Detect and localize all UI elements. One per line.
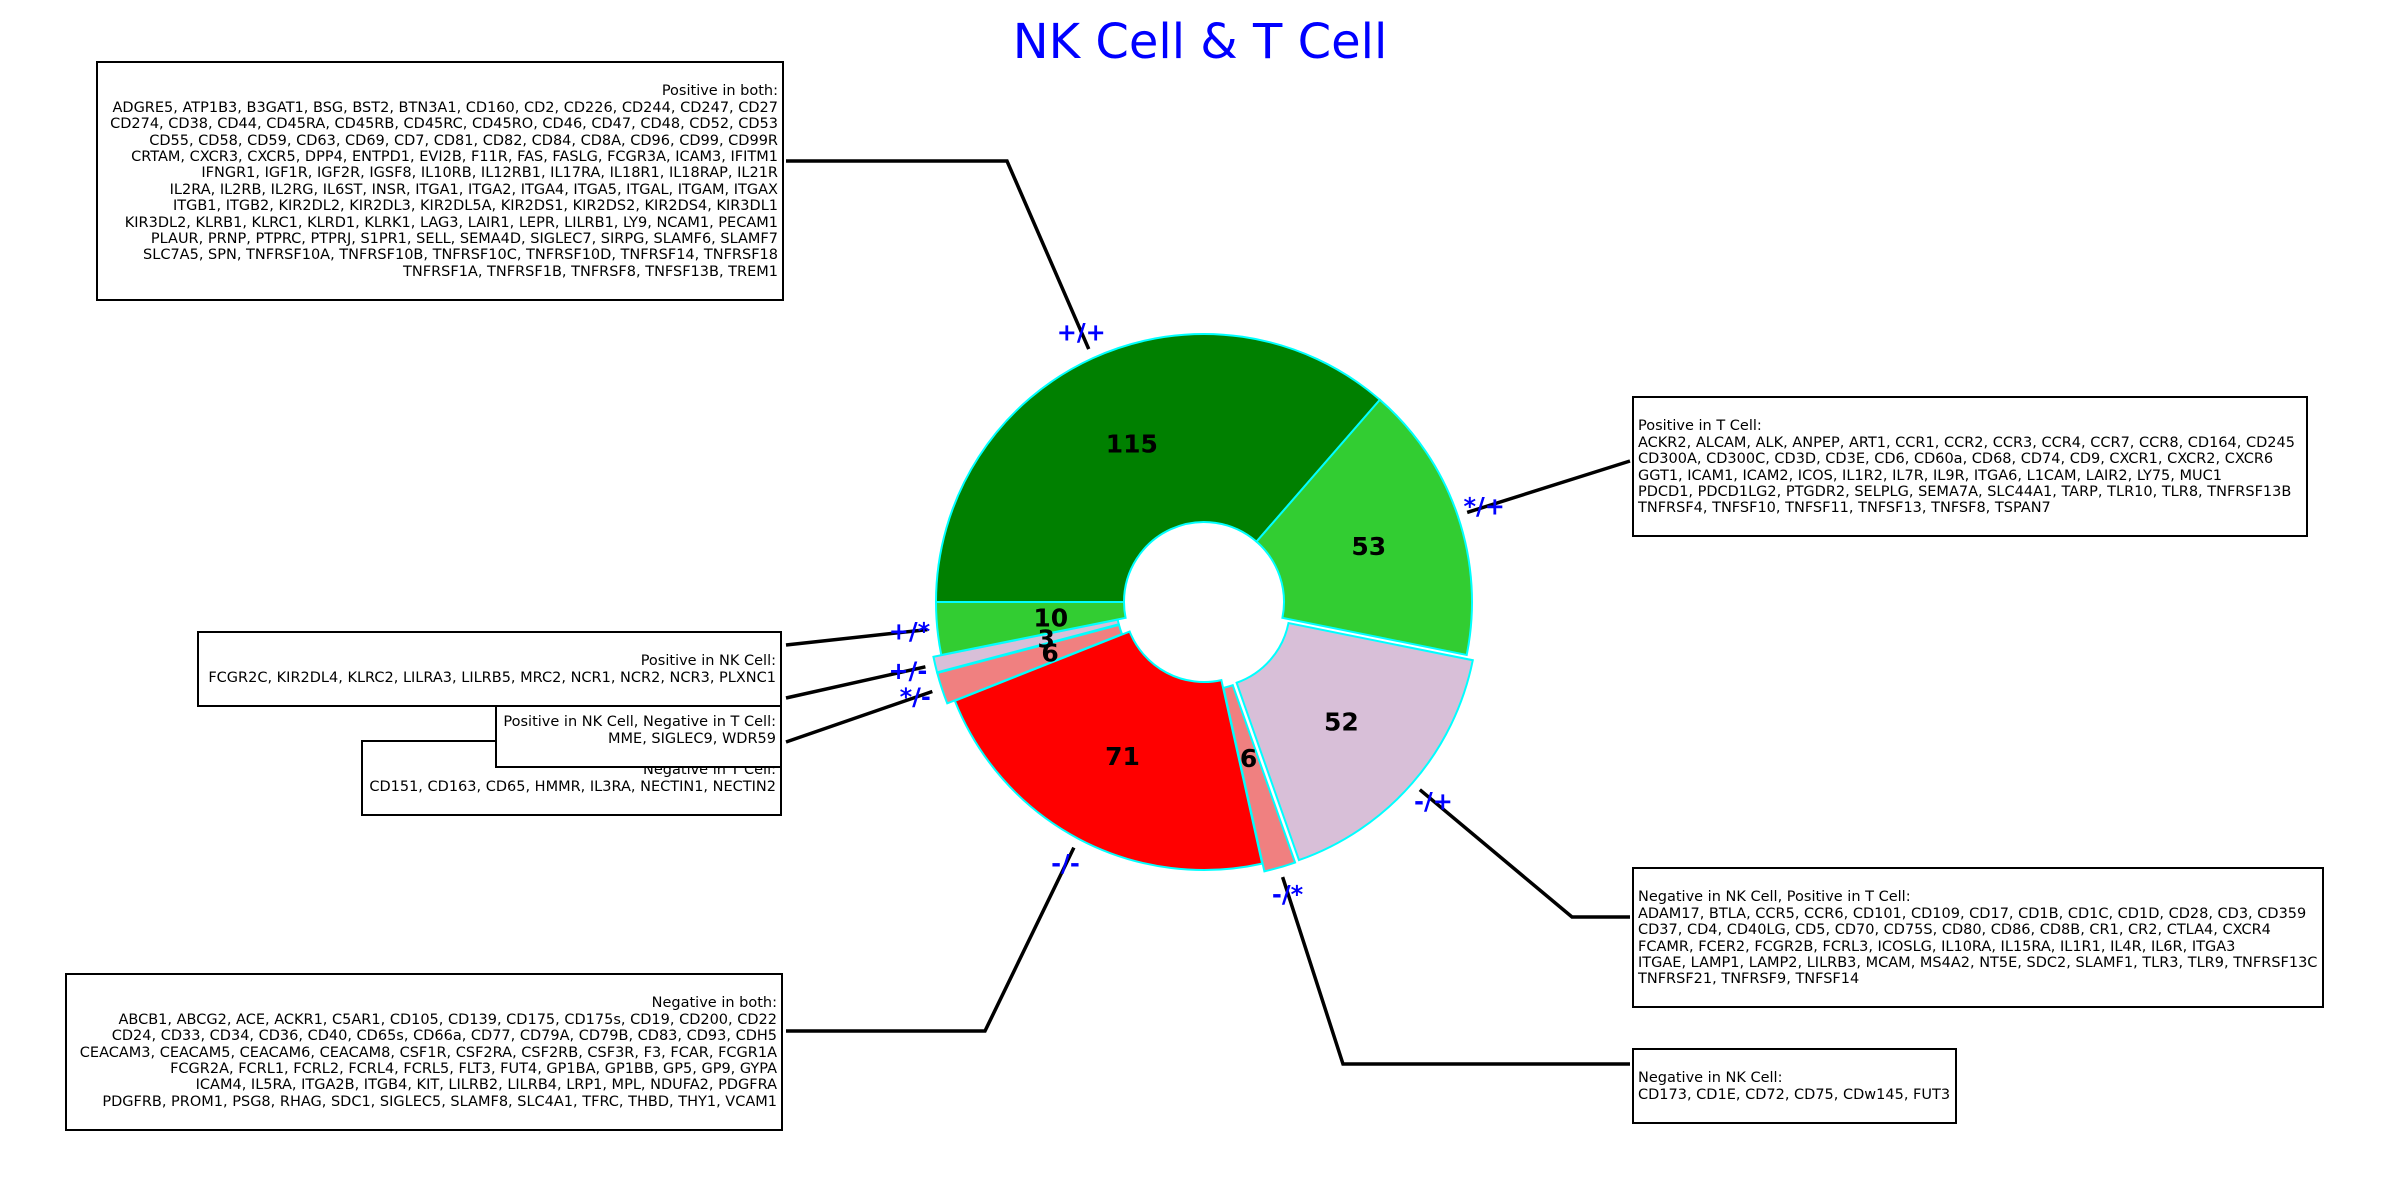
slice--2	[1235, 621, 1474, 862]
code-label-4: -/-	[1051, 850, 1080, 878]
gene-box-genes: ACKR2, ALCAM, ALK, ANPEP, ART1, CCR1, CC…	[1638, 434, 2295, 517]
gene-box-positive-both: Positive in both: ADGRE5, ATP1B3, B3GAT1…	[96, 61, 784, 301]
code-labels: +/+ */+ -/+ -/* -/- */-+/- +/*	[888, 319, 1504, 909]
slice--0	[934, 333, 1382, 603]
code-label-2: -/+	[1414, 788, 1453, 816]
slice--1	[1255, 398, 1473, 657]
gene-box-genes: ABCB1, ABCG2, ACE, ACKR1, C5AR1, CD105, …	[79, 1011, 777, 1110]
gene-box-genes: FCGR2C, KIR2DL4, KLRC2, LILRA3, LILRB5, …	[208, 669, 776, 686]
leader-line-5	[785, 689, 933, 744]
gene-box-label: Positive in T Cell:	[1638, 418, 1762, 435]
gene-box-label: Positive in NK Cell:	[640, 653, 776, 670]
leader-line-2	[1418, 788, 1630, 919]
gene-box-genes: CD151, CD163, CD65, HMMR, IL3RA, NECTIN1…	[369, 778, 776, 795]
code-label-1: */+	[1463, 493, 1504, 521]
gene-box-positive-nk-cell: Positive in NK Cell: FCGR2C, KIR2DL4, KL…	[197, 631, 782, 707]
code-label-0: +/+	[1057, 319, 1106, 347]
value-label-0: 115	[1106, 430, 1158, 459]
leader-lines	[785, 159, 1631, 1066]
leader-line-6	[785, 665, 926, 700]
leader-line-0	[786, 159, 1091, 350]
code-label-6: +/-	[888, 657, 927, 685]
gene-box-label: Positive in both:	[661, 83, 778, 100]
leader-line-4	[786, 846, 1076, 1033]
gene-box-label: Negative in NK Cell:	[1638, 1070, 1783, 1087]
code-label-5: */-	[900, 683, 931, 711]
value-label-7: 10	[1033, 603, 1068, 632]
chart-title: NK Cell & T Cell	[1012, 14, 1388, 70]
leader-line-7	[785, 627, 928, 647]
slice--4	[953, 630, 1264, 871]
slice--7	[934, 601, 1127, 657]
slices-layer	[932, 333, 1474, 873]
gene-box-genes: MME, SIGLEC9, WDR59	[608, 730, 776, 747]
gene-box-label: Negative in NK Cell, Positive in T Cell:	[1638, 889, 1911, 906]
gene-box-negative-nk-cell: Negative in NK Cell: CD173, CD1E, CD72, …	[1632, 1048, 1957, 1124]
code-label-3: -/*	[1272, 880, 1304, 908]
gene-box-label: Positive in NK Cell, Negative in T Cell:	[503, 714, 776, 731]
value-label-1: 53	[1351, 532, 1386, 561]
gene-box-label: Negative in both:	[651, 995, 777, 1012]
value-label-5: 6	[1041, 639, 1058, 668]
gene-box-genes: ADAM17, BTLA, CCR5, CCR6, CD101, CD109, …	[1638, 905, 2318, 988]
gene-box-positive-t-cell: Positive in T Cell: ACKR2, ALCAM, ALK, A…	[1632, 396, 2308, 538]
gene-box-negative-both: Negative in both: ABCB1, ABCG2, ACE, ACK…	[65, 973, 783, 1131]
leader-line-3	[1280, 876, 1630, 1066]
code-label-7: +/*	[889, 617, 931, 645]
value-label-4: 71	[1105, 742, 1140, 771]
leader-line-1	[1466, 459, 1631, 515]
value-label-6: 3	[1037, 625, 1054, 654]
gene-box-genes: ADGRE5, ATP1B3, B3GAT1, BSG, BST2, BTN3A…	[110, 99, 778, 280]
gene-box-negative-nk-positive-t: Negative in NK Cell, Positive in T Cell:…	[1632, 867, 2324, 1009]
value-label-3: 6	[1240, 744, 1257, 773]
gene-box-genes: CD173, CD1E, CD72, CD75, CDw145, FUT3	[1638, 1086, 1951, 1103]
value-label-2: 52	[1324, 707, 1359, 736]
